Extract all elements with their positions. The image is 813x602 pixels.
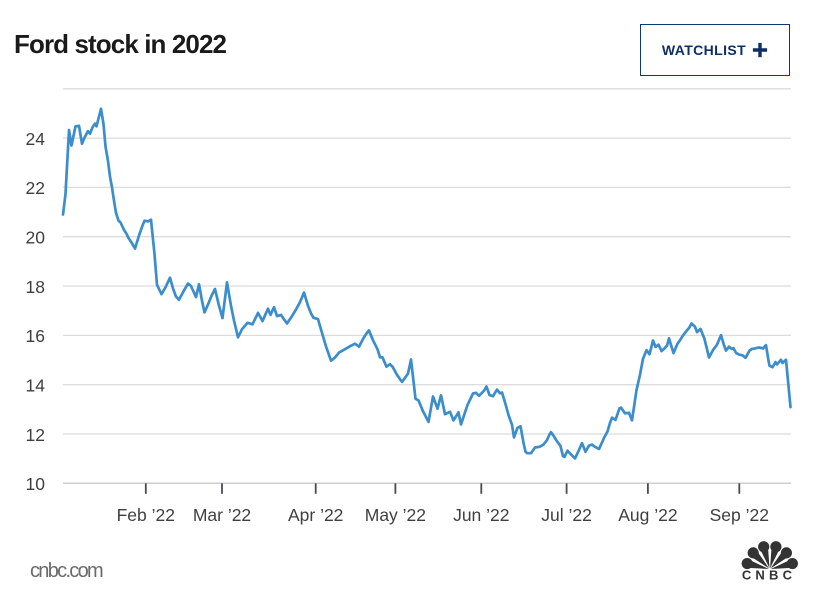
svg-text:20: 20 (26, 228, 46, 248)
svg-text:16: 16 (26, 326, 45, 346)
svg-text:22: 22 (26, 178, 45, 198)
svg-text:CNBC: CNBC (742, 568, 796, 583)
svg-text:Apr ’22: Apr ’22 (288, 505, 343, 525)
svg-text:Jun ’22: Jun ’22 (453, 505, 509, 525)
svg-text:Jul ’22: Jul ’22 (541, 505, 592, 525)
svg-text:Aug ’22: Aug ’22 (618, 505, 677, 525)
svg-text:10: 10 (26, 474, 46, 494)
svg-text:Mar ’22: Mar ’22 (193, 505, 251, 525)
svg-text:Sep ’22: Sep ’22 (710, 505, 769, 525)
svg-text:18: 18 (26, 277, 45, 297)
svg-text:14: 14 (26, 376, 46, 396)
svg-text:Feb ’22: Feb ’22 (117, 505, 175, 525)
svg-text:12: 12 (26, 425, 45, 445)
svg-text:May ’22: May ’22 (365, 505, 426, 525)
svg-text:24: 24 (26, 129, 46, 149)
